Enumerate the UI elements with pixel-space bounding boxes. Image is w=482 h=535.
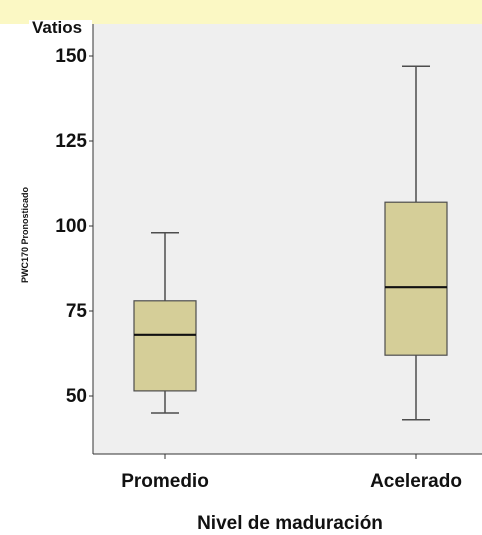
y-tick-label: 125: [55, 131, 87, 152]
x-axis: Promedio Acelerado: [93, 453, 482, 492]
y-axis: 50 75 100 125 150: [55, 24, 94, 454]
x-tick-label: Promedio: [121, 471, 209, 492]
x-tick-label: Acelerado: [370, 471, 462, 492]
y-tick-label: 75: [66, 301, 88, 322]
y-axis-title: PWC170 Pronosticado: [20, 186, 30, 283]
y-tick-label: 100: [55, 216, 87, 237]
box-acelerado: [384, 65, 448, 421]
iqr-box: [384, 201, 448, 356]
boxes: [133, 65, 448, 421]
x-axis-title: Nivel de maduración: [197, 513, 383, 534]
y-tick-label: 150: [55, 46, 87, 67]
iqr-box: [133, 300, 197, 392]
box-promedio: [133, 232, 197, 414]
y-tick-label: 50: [66, 386, 87, 407]
y-unit-label: Vatios: [29, 19, 93, 41]
